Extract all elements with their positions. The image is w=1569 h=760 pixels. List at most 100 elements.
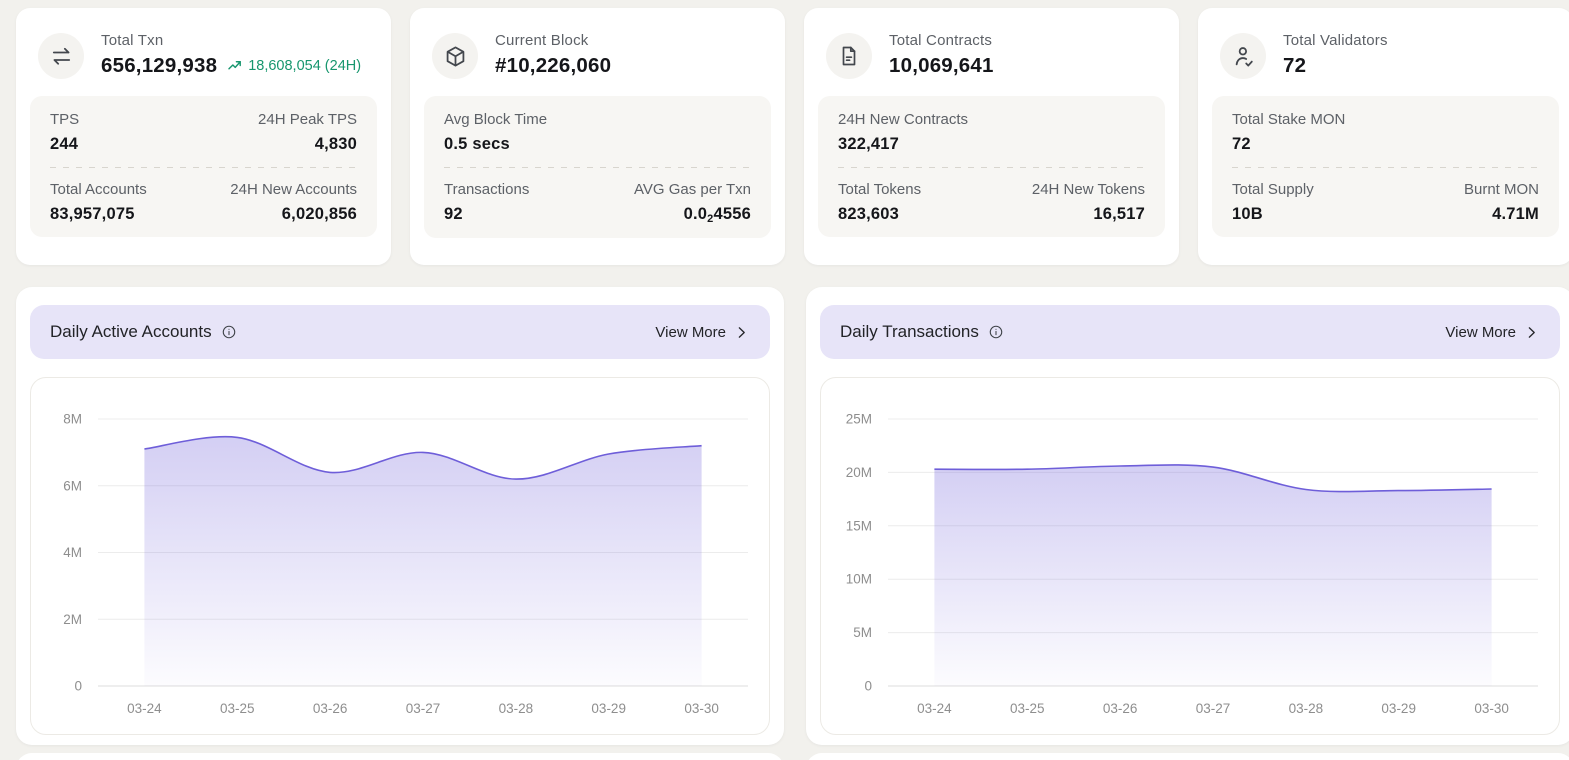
dashed-divider [838,167,1145,168]
chart-title: Daily Active Accounts [50,322,212,341]
svg-text:2M: 2M [63,612,82,627]
svg-text:15M: 15M [846,518,872,533]
total-txn-value: 656,129,938 [101,54,218,77]
daily-active-accounts-section: Daily Active Accounts View More 0 2M 4M 6M 8… [16,287,784,745]
sub-label: Avg Block Time [444,111,548,128]
stat-cell: Total Stake MON 72 [1232,111,1345,154]
svg-text:03-28: 03-28 [499,701,534,716]
svg-text:03-29: 03-29 [1381,701,1416,716]
total-contracts-value: 10,069,641 [889,54,994,77]
area-chart-svg: 0 2M 4M 6M 8M 03-24 03-25 03-26 03-27 03-28 03-29 0… [63,412,748,716]
validator-person-check-icon [1220,33,1266,79]
stat-cell: Burnt MON 4.71M [1464,181,1539,224]
stat-card-total-txn: Total Txn 656,129,938 18,608,054 (24H) [16,8,391,265]
stat-card-current-block: Current Block #10,226,060 Avg Block Time… [410,8,785,265]
info-icon[interactable] [221,324,237,340]
svg-text:4M: 4M [63,545,82,560]
card-head: Total Txn 656,129,938 18,608,054 (24H) [30,32,377,79]
sub-value: 10B [1232,205,1263,223]
dashed-divider [444,167,751,168]
stat-cell: 24H New Tokens 16,517 [1032,181,1145,224]
card-title: Total Contracts [889,32,993,49]
sub-label: 24H Peak TPS [258,111,357,128]
sub-value: 823,603 [838,205,900,223]
next-section-card [806,753,1569,760]
stat-cell: Total Supply 10B [1232,181,1314,224]
avg-gas-value: 0.024556 [683,205,751,225]
svg-text:03-30: 03-30 [684,701,719,716]
card-title: Current Block [495,32,589,49]
sub-label: Total Stake MON [1232,111,1346,128]
sub-label: AVG Gas per Txn [634,181,751,198]
sub-label: Burnt MON [1463,181,1539,198]
txn-24h-trend: 18,608,054 (24H) [227,58,361,74]
contract-document-icon [826,33,872,79]
stat-subpanel: TPS 244 24H Peak TPS 4,830 Total Account… [30,96,377,237]
stat-card-total-validators: Total Validators 72 Total Stake MON 72 [1198,8,1569,265]
stat-cell: TPS 244 [50,111,79,154]
sub-value: 83,957,075 [50,205,135,223]
sub-label: Total Supply [1232,181,1314,198]
stat-cell: Avg Block Time 0.5 secs [444,111,547,154]
svg-text:03-26: 03-26 [313,701,348,716]
sub-label: 24H New Contracts [838,111,969,128]
card-head: Current Block #10,226,060 [424,32,771,79]
view-more-label: View More [1445,323,1516,341]
svg-text:03-27: 03-27 [406,701,441,716]
stat-subpanel: Avg Block Time 0.5 secs Transactions 92 … [424,96,771,238]
svg-text:10M: 10M [846,572,872,587]
card-head: Total Contracts 10,069,641 [818,32,1165,79]
svg-text:6M: 6M [63,478,82,493]
svg-text:25M: 25M [846,412,872,427]
svg-text:5M: 5M [853,625,872,640]
stat-cell: Transactions 92 [444,181,529,224]
sub-value: 92 [444,205,463,223]
stat-subpanel: 24H New Contracts 322,417 Total Tokens 8… [818,96,1165,237]
svg-text:03-26: 03-26 [1103,701,1138,716]
sub-value: 16,517 [1093,205,1145,223]
stat-cell: 24H New Accounts 6,020,856 [230,181,357,224]
stat-subpanel: Total Stake MON 72 Total Supply 10B Burn… [1212,96,1559,237]
svg-text:8M: 8M [63,412,82,427]
stat-cell: Total Tokens 823,603 [838,181,921,224]
stat-cell: 24H Peak TPS 4,830 [258,111,357,154]
dashed-divider [1232,167,1539,168]
svg-text:0: 0 [864,679,872,694]
svg-text:03-25: 03-25 [220,701,255,716]
chart-header: Daily Active Accounts View More [30,305,770,359]
info-icon[interactable] [988,324,1004,340]
sub-label: Total Tokens [838,181,922,198]
svg-text:03-29: 03-29 [591,701,626,716]
stat-cell: AVG Gas per Txn 0.024556 [634,181,751,225]
sub-value: 4.71M [1492,205,1539,223]
sub-value: 72 [1232,135,1251,153]
sub-label: Transactions [444,181,530,198]
daily-active-accounts-chart[interactable]: 0 2M 4M 6M 8M 03-24 03-25 03-26 03-27 03-28 03-29 0… [30,377,770,735]
svg-text:0: 0 [74,679,82,694]
stat-card-total-contracts: Total Contracts 10,069,641 24H New Contr… [804,8,1179,265]
card-title: Total Validators [1283,32,1388,49]
total-validators-value: 72 [1283,54,1307,77]
sub-label: 24H New Accounts [230,181,357,198]
svg-text:03-27: 03-27 [1196,701,1231,716]
daily-transactions-chart[interactable]: 0 5M 10M 15M 20M 25M 03-24 03-25 03-26 03-27 03-28… [820,377,1560,735]
view-more-button[interactable]: View More [655,324,750,341]
svg-text:03-24: 03-24 [127,701,162,716]
svg-text:03-24: 03-24 [917,701,952,716]
charts-row: Daily Active Accounts View More 0 2M 4M 6M 8… [0,265,1569,745]
chart-title: Daily Transactions [840,322,979,341]
svg-text:03-28: 03-28 [1289,701,1324,716]
view-more-button[interactable]: View More [1445,324,1540,341]
sub-value: 0.5 secs [444,135,510,153]
sub-value: 6,020,856 [281,205,357,223]
chevron-right-icon [1528,326,1535,338]
sub-value: 4,830 [314,135,357,153]
daily-transactions-section: Daily Transactions View More 0 5M 10M 15M 20… [806,287,1569,745]
dashed-divider [50,167,357,168]
trend-text: 18,608,054 (24H) [248,58,362,74]
sub-value: 244 [50,135,79,153]
sub-label: TPS [50,111,80,128]
svg-text:03-30: 03-30 [1474,701,1509,716]
sub-value: 322,417 [838,135,900,153]
